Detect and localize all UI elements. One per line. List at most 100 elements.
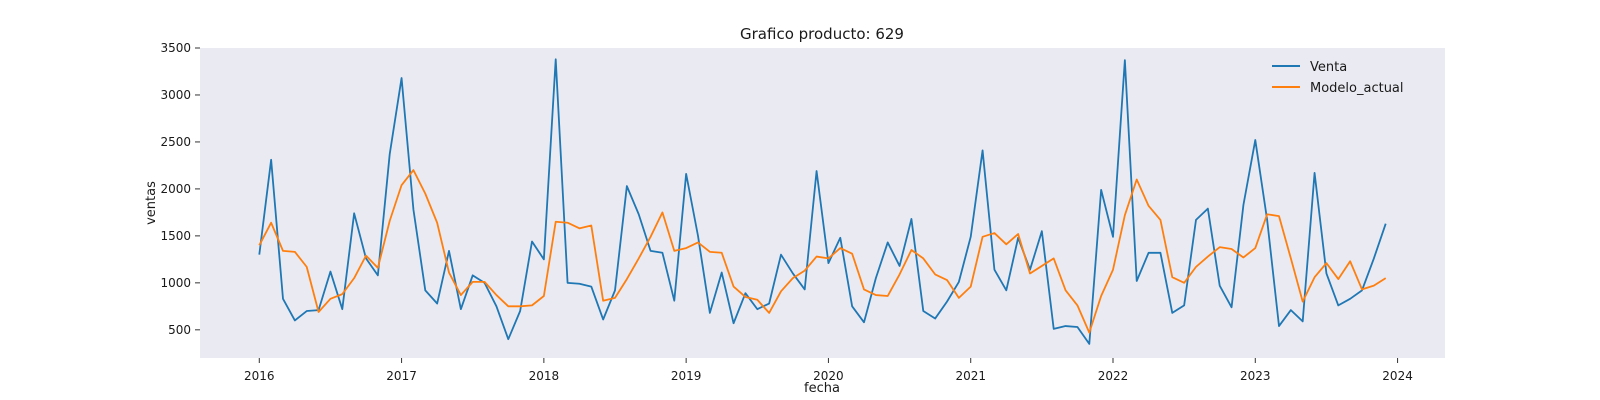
data-point: [1290, 309, 1292, 311]
data-point: [1290, 257, 1292, 259]
data-point: [780, 290, 782, 292]
data-point: [1147, 205, 1149, 207]
data-point: [958, 281, 960, 283]
data-point: [851, 305, 853, 307]
data-point: [839, 247, 841, 249]
data-point: [934, 317, 936, 319]
data-point: [898, 273, 900, 275]
data-point: [626, 278, 628, 280]
data-point: [815, 170, 817, 172]
data-point: [981, 149, 983, 151]
data-point: [519, 305, 521, 307]
data-point: [875, 277, 877, 279]
data-point: [863, 288, 865, 290]
x-tick-label: 2023: [1240, 369, 1271, 383]
data-point: [1230, 306, 1232, 308]
data-point: [661, 211, 663, 213]
data-point: [1064, 289, 1066, 291]
series-lines: [258, 58, 1387, 345]
data-point: [1349, 298, 1351, 300]
data-point: [495, 305, 497, 307]
data-point: [1337, 304, 1339, 306]
data-point: [519, 310, 521, 312]
x-tick-label: 2024: [1382, 369, 1413, 383]
data-point: [590, 285, 592, 287]
data-point: [970, 236, 972, 238]
data-point: [744, 296, 746, 298]
data-point: [317, 311, 319, 313]
data-point: [341, 293, 343, 295]
x-tick-label: 2020: [813, 369, 844, 383]
data-point: [555, 58, 557, 60]
data-point: [863, 321, 865, 323]
data-point: [614, 289, 616, 291]
data-point: [1064, 325, 1066, 327]
data-point: [827, 262, 829, 264]
data-point: [732, 285, 734, 287]
data-point: [270, 159, 272, 161]
data-point: [578, 283, 580, 285]
data-point: [1266, 213, 1268, 215]
data-point: [258, 253, 260, 255]
data-point: [792, 272, 794, 274]
data-point: [472, 281, 474, 283]
data-point: [887, 295, 889, 297]
data-point: [981, 236, 983, 238]
data-point: [1195, 266, 1197, 268]
data-point: [294, 319, 296, 321]
data-point: [1349, 260, 1351, 262]
data-point: [1183, 282, 1185, 284]
data-point: [887, 241, 889, 243]
data-point: [1005, 243, 1007, 245]
data-point: [483, 281, 485, 283]
data-point: [673, 300, 675, 302]
data-point: [792, 277, 794, 279]
data-point: [1373, 284, 1375, 286]
data-point: [910, 249, 912, 251]
data-point: [282, 298, 284, 300]
data-point: [1124, 214, 1126, 216]
data-point: [306, 310, 308, 312]
legend: Venta Modelo_actual: [1272, 60, 1404, 96]
data-point: [898, 265, 900, 267]
data-point: [448, 271, 450, 273]
data-point: [1302, 320, 1304, 322]
data-point: [744, 292, 746, 294]
data-point: [993, 269, 995, 271]
data-point: [424, 289, 426, 291]
data-point: [649, 236, 651, 238]
data-point: [566, 282, 568, 284]
data-point: [495, 294, 497, 296]
y-tick-label: 2500: [160, 135, 191, 149]
data-point: [1207, 255, 1209, 257]
data-point: [1112, 236, 1114, 238]
data-point: [1254, 139, 1256, 141]
data-point: [815, 255, 817, 257]
data-point: [555, 221, 557, 223]
data-point: [377, 274, 379, 276]
data-point: [922, 310, 924, 312]
data-point: [638, 213, 640, 215]
data-point: [661, 252, 663, 254]
data-point: [946, 279, 948, 281]
data-point: [1373, 257, 1375, 259]
data-point: [472, 274, 474, 276]
data-point: [1278, 325, 1280, 327]
data-point: [566, 222, 568, 224]
data-point: [460, 294, 462, 296]
data-point: [993, 232, 995, 234]
x-tick-label: 2016: [244, 369, 275, 383]
data-point: [1088, 343, 1090, 345]
legend-label: Modelo_actual: [1310, 81, 1404, 96]
y-tick-label: 1500: [160, 229, 191, 243]
series-line-modelo-actual: [258, 169, 1387, 334]
data-point: [732, 322, 734, 324]
data-point: [1313, 172, 1315, 174]
y-tick-label: 3500: [160, 41, 191, 55]
y-tick-label: 1000: [160, 276, 191, 290]
data-point: [638, 257, 640, 259]
data-point: [460, 308, 462, 310]
x-axis: 2016 2017 2018 2019 2020 2021 2022 2023 2024: [244, 358, 1413, 383]
data-point: [1183, 304, 1185, 306]
